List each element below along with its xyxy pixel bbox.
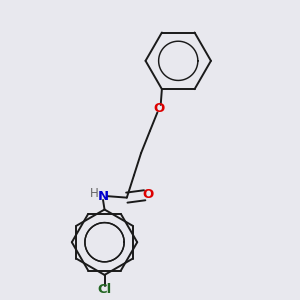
Text: O: O	[142, 188, 154, 201]
Text: N: N	[98, 190, 109, 202]
Text: Cl: Cl	[98, 283, 112, 296]
Text: H: H	[90, 187, 98, 200]
Text: O: O	[153, 102, 164, 115]
